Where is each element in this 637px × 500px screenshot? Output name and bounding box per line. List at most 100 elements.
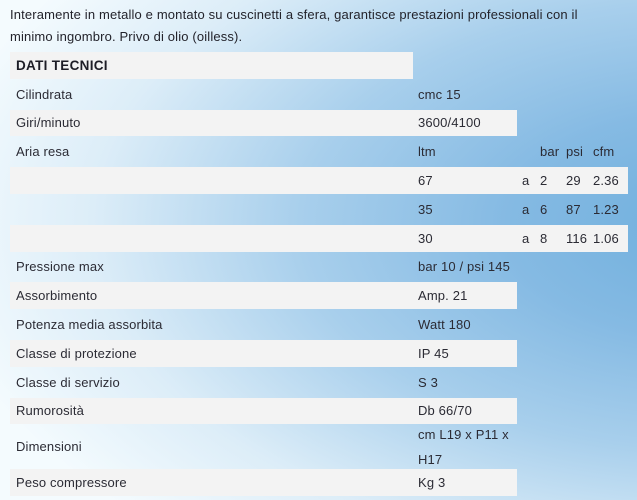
cell-a bbox=[517, 398, 534, 425]
cell-cfm bbox=[590, 110, 628, 137]
cell-psi bbox=[560, 398, 590, 425]
cell-a: a bbox=[517, 167, 534, 194]
cell-a bbox=[517, 81, 534, 108]
cell-psi bbox=[560, 282, 590, 309]
table-row: Assorbimento Amp. 21 bbox=[10, 281, 628, 310]
cell-a bbox=[517, 426, 534, 467]
cell-psi bbox=[560, 311, 590, 338]
table-row: Classe di protezione IP 45 bbox=[10, 339, 628, 368]
cell-psi: 116 bbox=[560, 224, 590, 252]
cell-value: Kg 3 bbox=[413, 469, 517, 497]
cell-psi bbox=[560, 340, 590, 367]
cell-label: Potenza media assorbita bbox=[16, 317, 163, 333]
cell-psi: 87 bbox=[566, 201, 581, 217]
cell-label: Dimensioni bbox=[16, 439, 82, 455]
cell-a bbox=[517, 138, 534, 165]
table-row: Classe di servizio S 3 bbox=[10, 368, 628, 397]
cell-a: a bbox=[517, 224, 534, 252]
cell-a bbox=[517, 311, 534, 338]
cell-label: Peso compressore bbox=[10, 469, 413, 497]
cell-label: Classe di protezione bbox=[10, 339, 413, 367]
cell-value bbox=[413, 52, 517, 79]
cell-a: a bbox=[522, 201, 530, 217]
cell-cfm bbox=[590, 340, 628, 367]
cell-bar bbox=[534, 369, 560, 396]
cell-label: Giri/minuto bbox=[10, 109, 413, 137]
cell-cfm bbox=[590, 398, 628, 425]
cell-cfm: cfm bbox=[593, 144, 615, 160]
cell-value: IP 45 bbox=[413, 339, 517, 367]
cell-bar bbox=[534, 311, 560, 338]
cell-a bbox=[517, 369, 534, 396]
cell-label: Cilindrata bbox=[16, 86, 73, 102]
cell-value: S 3 bbox=[418, 374, 438, 390]
table-title-row: DATI TECNICI bbox=[10, 51, 628, 80]
cell-cfm bbox=[590, 426, 628, 467]
cell-bar: bar bbox=[540, 144, 560, 160]
cell-cfm: 2.36 bbox=[590, 167, 628, 194]
cell-value: cmc 15 bbox=[418, 86, 461, 102]
cell-value: Db 66/70 bbox=[413, 397, 517, 425]
cell-psi: 29 bbox=[560, 167, 590, 194]
cell-a bbox=[517, 110, 534, 137]
cell-psi: psi bbox=[566, 144, 584, 160]
cell-cfm bbox=[590, 254, 628, 281]
cell-value: 3600/4100 bbox=[413, 109, 517, 137]
cell-cfm: 1.06 bbox=[590, 224, 628, 252]
cell-label: Rumorosità bbox=[10, 397, 413, 425]
cell-value: bar 10 / psi 145 bbox=[418, 259, 511, 275]
cell-psi bbox=[560, 426, 590, 467]
cell-label bbox=[10, 196, 413, 223]
cell-cfm: 1.23 bbox=[593, 201, 619, 217]
table-row: 35 a 6 87 1.23 bbox=[10, 195, 628, 224]
cell-bar bbox=[534, 282, 560, 309]
table-row: Potenza media assorbita Watt 180 bbox=[10, 310, 628, 339]
table-row: Giri/minuto 3600/4100 bbox=[10, 109, 628, 138]
cell-value: 67 bbox=[413, 167, 517, 194]
cell-cfm bbox=[590, 311, 628, 338]
cell-cfm bbox=[590, 282, 628, 309]
cell-bar: 6 bbox=[540, 201, 548, 217]
cell-bar: 8 bbox=[534, 224, 560, 252]
table-row: Pressione max bar 10 / psi 145 bbox=[10, 253, 628, 282]
cell-label: Pressione max bbox=[16, 259, 104, 275]
table-row: Cilindrata cmc 15 bbox=[10, 80, 628, 109]
cell-psi bbox=[560, 110, 590, 137]
tech-specs-table: DATI TECNICI Cilindrata cmc 15 Giri/minuto 3… bbox=[10, 51, 628, 497]
cell-cfm bbox=[590, 81, 628, 108]
cell-a bbox=[517, 52, 534, 79]
cell-a bbox=[517, 340, 534, 367]
product-description: Interamente in metallo e montato su cusc… bbox=[10, 7, 578, 44]
table-row: Peso compressore Kg 3 bbox=[10, 468, 628, 497]
cell-psi bbox=[560, 369, 590, 396]
cell-psi bbox=[560, 81, 590, 108]
cell-bar bbox=[534, 52, 560, 79]
table-row: Rumorosità Db 66/70 bbox=[10, 397, 628, 426]
cell-bar bbox=[534, 469, 560, 496]
cell-value: ltm bbox=[418, 144, 436, 160]
cell-value: Watt 180 bbox=[418, 317, 471, 333]
cell-bar bbox=[534, 110, 560, 137]
cell-a bbox=[517, 254, 534, 281]
cell-a bbox=[517, 282, 534, 309]
cell-cfm bbox=[590, 369, 628, 396]
cell-label: Aria resa bbox=[16, 144, 70, 160]
cell-bar bbox=[534, 426, 560, 467]
cell-value: cm L19 x P11 x H17 bbox=[418, 426, 509, 467]
cell-label bbox=[10, 167, 413, 194]
cell-label: Classe di servizio bbox=[16, 374, 120, 390]
table-row: Aria resa ltm bar psi cfm bbox=[10, 137, 628, 166]
table-row: Dimensioni cm L19 x P11 x H17 bbox=[10, 425, 628, 468]
cell-psi bbox=[560, 52, 590, 79]
cell-psi bbox=[560, 469, 590, 496]
cell-value: Amp. 21 bbox=[413, 282, 517, 310]
tech-specs-table-body: DATI TECNICI Cilindrata cmc 15 Giri/minuto 3… bbox=[10, 51, 628, 497]
cell-cfm bbox=[590, 52, 628, 79]
cell-bar bbox=[534, 81, 560, 108]
cell-a bbox=[517, 469, 534, 496]
cell-bar bbox=[534, 340, 560, 367]
cell-bar: 2 bbox=[534, 167, 560, 194]
cell-label: Assorbimento bbox=[10, 282, 413, 310]
table-row: 30 a 8 116 1.06 bbox=[10, 224, 628, 253]
cell-bar bbox=[534, 398, 560, 425]
